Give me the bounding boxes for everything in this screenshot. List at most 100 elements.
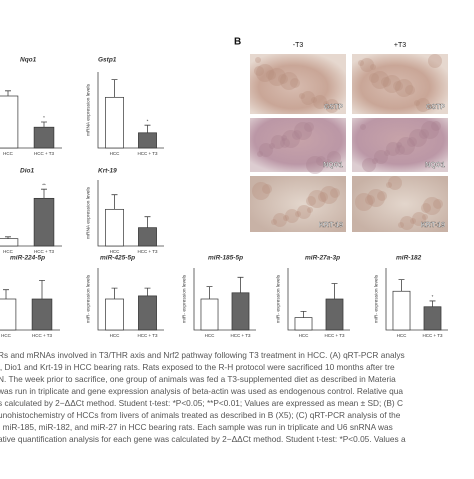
- tissue-texture: [388, 176, 402, 190]
- panel-label: B: [234, 37, 241, 48]
- chart-title: Nqo1: [20, 57, 37, 64]
- tissue-texture: [262, 184, 272, 194]
- tissue-texture: [306, 196, 316, 206]
- chart-title: miR-425-5p: [100, 255, 135, 262]
- tissue-texture: [360, 124, 366, 130]
- image-label: GSTP: [324, 104, 343, 111]
- significance-marker: *: [432, 294, 434, 299]
- chart-title: miR-27a-3p: [305, 255, 340, 262]
- tissue-texture: [414, 100, 420, 106]
- tissue-texture: [431, 121, 441, 131]
- bar: [294, 317, 313, 331]
- error-bar: [398, 279, 405, 292]
- tissue-texture: [386, 142, 400, 156]
- tissue-texture: [320, 186, 338, 204]
- tissue-texture: [255, 57, 261, 63]
- tissue-texture: [374, 150, 388, 164]
- tissue-texture: [325, 159, 331, 165]
- tissue-texture: [254, 66, 264, 76]
- x-tick-label: HCC: [1, 333, 11, 338]
- tissue-texture: [311, 97, 317, 103]
- bar: [325, 298, 344, 331]
- tissue-texture: [398, 222, 404, 228]
- x-tick-label: HCC: [110, 333, 120, 338]
- column-label: +T3: [394, 42, 406, 49]
- tissue-texture: [307, 207, 313, 213]
- tissue-texture: [433, 199, 443, 209]
- x-tick-label: HCC + T3: [32, 333, 53, 338]
- tissue-texture: [280, 138, 290, 148]
- tissue-texture: [299, 93, 305, 99]
- caption-line: N. The week prior to sacrifice, one grou…: [0, 374, 396, 384]
- tissue-texture: [405, 85, 415, 95]
- caption-line: , miR-185, miR-182, and miR-27 in HCC be…: [0, 422, 393, 432]
- error-bar: [3, 289, 9, 299]
- y-axis-label: mRNA expression levels: [85, 186, 91, 239]
- bar: [0, 95, 19, 149]
- tissue-texture: [327, 151, 341, 165]
- error-bar: [111, 194, 118, 210]
- x-tick-label: HCC: [3, 151, 13, 156]
- chart-title: Gstp1: [98, 57, 117, 64]
- caption-line: s calculated by 2−ΔΔCt method. Student t…: [0, 398, 403, 408]
- tissue-texture: [259, 143, 273, 157]
- tissue-texture: [377, 191, 387, 201]
- tissue-texture: [419, 129, 429, 139]
- image-label: KRT-19: [421, 222, 445, 229]
- caption-line: l, Dio1 and Krt-19 in HCC bearing rats. …: [0, 362, 395, 372]
- error-bar: [237, 276, 244, 293]
- bar: [105, 96, 124, 149]
- tissue-texture: [421, 121, 439, 139]
- tissue-texture: [381, 77, 391, 87]
- error-bar: [5, 236, 11, 239]
- caption-line: Rs and mRNAs involved in T3/THR axis and…: [0, 350, 405, 360]
- tissue-texture: [318, 192, 328, 202]
- tissue-texture: [271, 219, 277, 225]
- chart-title: miR-182: [396, 255, 422, 262]
- tissue-texture: [282, 130, 300, 148]
- bar: [392, 290, 411, 331]
- x-tick-label: HCC + T3: [137, 333, 158, 338]
- bar: [138, 295, 157, 331]
- tissue-texture: [409, 129, 427, 147]
- tissue-texture: [292, 130, 302, 140]
- significance-marker: *: [147, 118, 149, 123]
- bar: [31, 298, 53, 331]
- tissue-texture: [370, 64, 376, 70]
- tissue-texture: [358, 60, 364, 66]
- tissue-texture: [256, 64, 274, 82]
- bar: [105, 298, 124, 331]
- x-tick-label: HCC + T3: [324, 333, 345, 338]
- tissue-texture: [407, 137, 417, 147]
- bar: [0, 238, 19, 247]
- error-bar: [41, 188, 47, 199]
- chart-title: Dio1: [20, 168, 34, 175]
- tissue-texture: [257, 151, 263, 157]
- tissue-texture: [412, 212, 426, 226]
- tissue-texture: [325, 99, 339, 113]
- error-bar: [5, 90, 11, 96]
- tissue-texture: [308, 190, 326, 208]
- bar: [33, 126, 55, 149]
- error-bar: [111, 287, 118, 299]
- tissue-texture: [269, 143, 275, 149]
- bar: [138, 132, 157, 149]
- y-axis-label: miR- expression levels: [275, 274, 281, 323]
- error-bar: [206, 286, 213, 299]
- tissue-texture: [330, 188, 340, 198]
- x-tick-label: HCC + T3: [34, 249, 55, 254]
- tissue-texture: [304, 122, 314, 132]
- histology-image: [352, 54, 448, 114]
- bar: [105, 208, 124, 247]
- x-tick-label: HCC: [299, 333, 309, 338]
- tissue-texture: [396, 142, 402, 148]
- tissue-texture: [393, 81, 403, 91]
- tissue-texture: [423, 197, 441, 215]
- chart-title: miR-185-5p: [208, 255, 243, 262]
- tissue-texture: [355, 193, 373, 211]
- tissue-texture: [280, 72, 298, 90]
- tissue-texture: [395, 79, 413, 97]
- tissue-texture: [301, 91, 315, 105]
- tissue-texture: [426, 104, 432, 110]
